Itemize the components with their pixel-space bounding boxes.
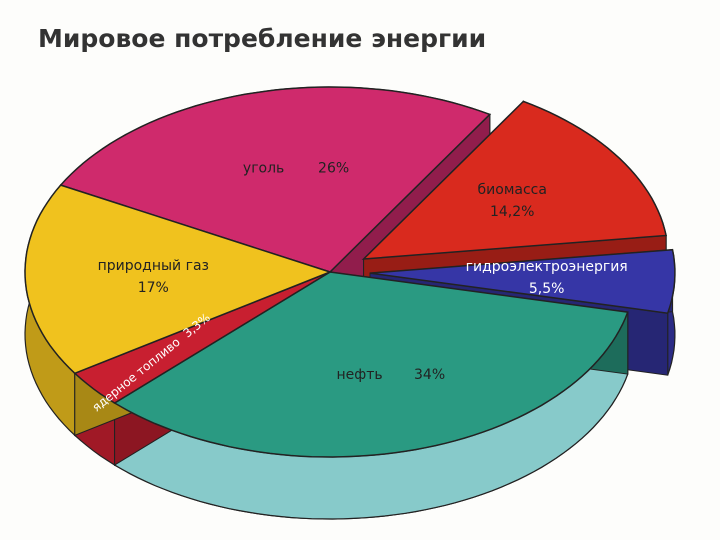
slice <box>73 271 331 404</box>
slice <box>113 271 629 458</box>
category-label: уголь <box>243 160 284 176</box>
category-label: нефть <box>337 367 383 383</box>
chart-title: Мировое потребление энергии <box>38 24 486 53</box>
slice <box>59 86 492 273</box>
value-label: 17% <box>138 280 169 296</box>
category-label: гидроэлектроэнергия <box>466 259 628 275</box>
value-label: 14,2% <box>490 204 534 220</box>
slice <box>24 184 333 375</box>
value-label: 5,5% <box>529 281 565 297</box>
value-label: 34% <box>414 367 445 383</box>
slice <box>369 248 676 315</box>
value-label: 26% <box>318 160 349 176</box>
category-label: биомасса <box>478 182 547 198</box>
category-label: природный газ <box>98 258 209 274</box>
slice <box>361 100 668 260</box>
